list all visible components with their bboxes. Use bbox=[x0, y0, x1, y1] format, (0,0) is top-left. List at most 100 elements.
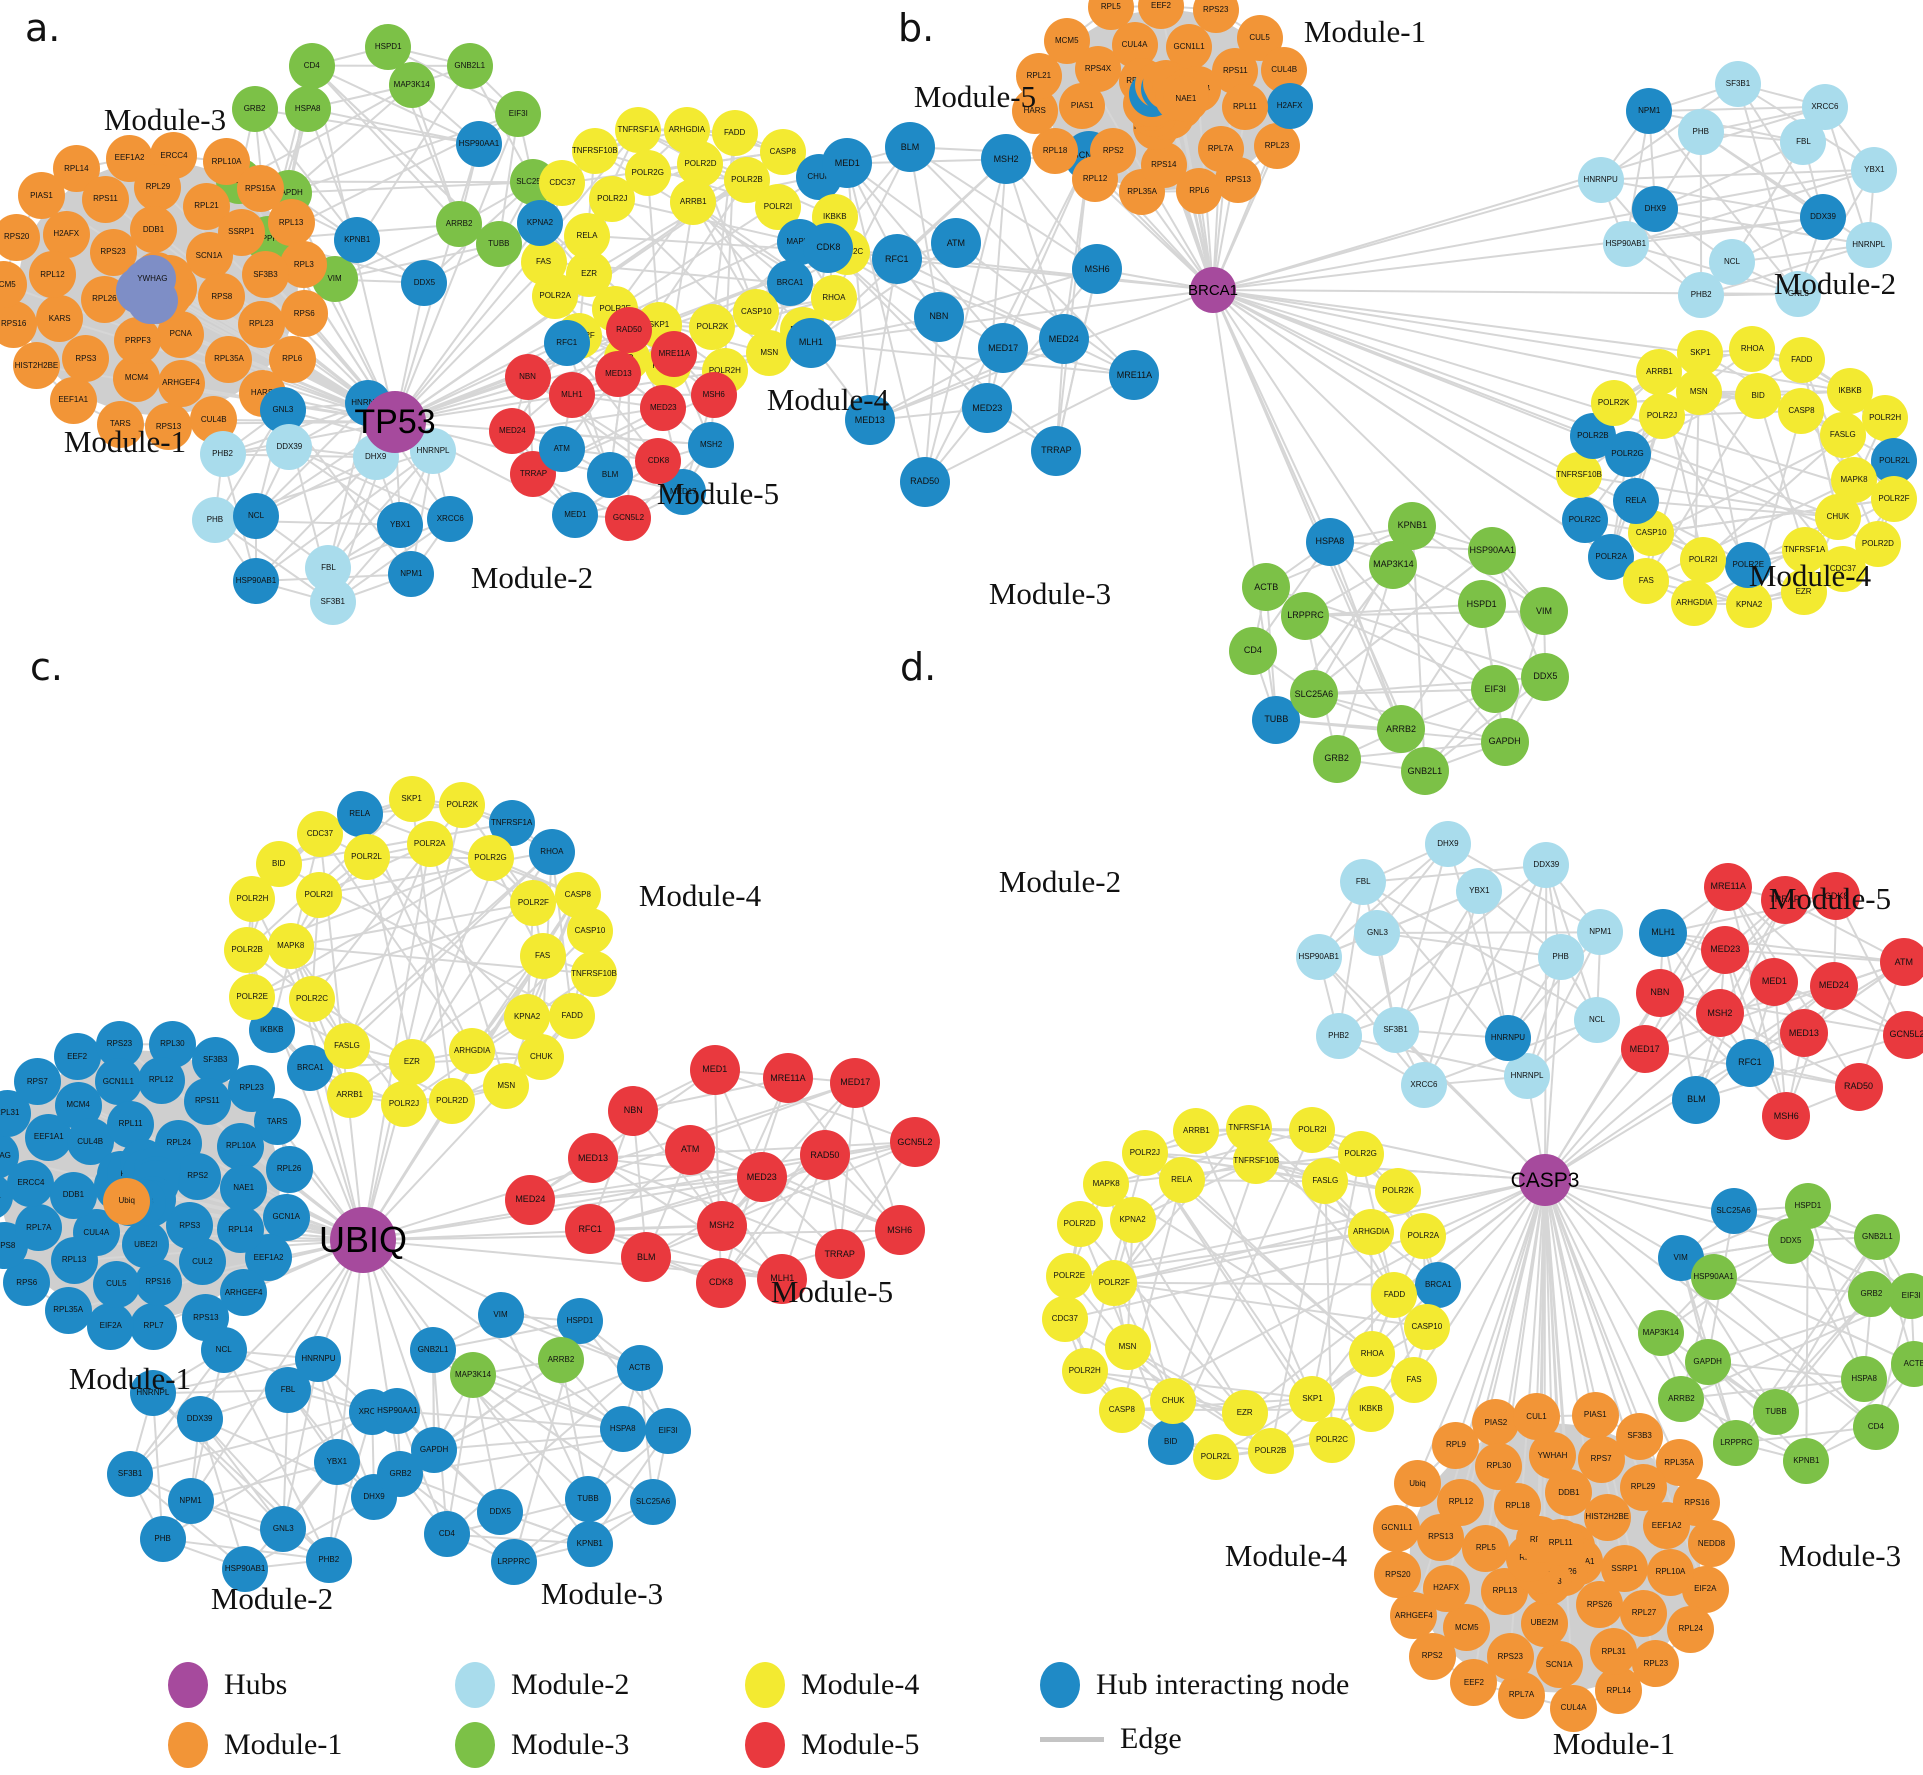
node-LRPPRC: LRPPRC bbox=[1281, 591, 1330, 640]
node-CUL1: CUL1 bbox=[1513, 1393, 1561, 1441]
edge bbox=[1600, 168, 1875, 181]
edge bbox=[255, 450, 434, 582]
node-CHUK: CHUK bbox=[518, 1033, 565, 1080]
node-MSH2: MSH2 bbox=[1695, 989, 1744, 1038]
node-ARRB2: ARRB2 bbox=[1658, 1375, 1705, 1422]
node-NBN: NBN bbox=[608, 1085, 659, 1136]
module-label-d-module-3: Module-3 bbox=[1778, 1538, 1902, 1573]
edge bbox=[589, 1228, 783, 1280]
node-ACTB: ACTB bbox=[1891, 1340, 1923, 1387]
node-Ubiq: Ubiq bbox=[103, 1177, 151, 1225]
node-BLM: BLM bbox=[587, 451, 634, 498]
edge bbox=[868, 259, 898, 421]
node-EIF3I: EIF3I bbox=[1471, 665, 1520, 714]
edge bbox=[1359, 1153, 1416, 1381]
edge bbox=[278, 822, 512, 866]
node-POLR2C: POLR2C bbox=[289, 976, 335, 1023]
node-ARHGDIA: ARHGDIA bbox=[449, 1027, 496, 1074]
module-label-d-module-5: Module-5 bbox=[1768, 881, 1892, 916]
node-POLR2F: POLR2F bbox=[510, 879, 557, 926]
node-ATM: ATM bbox=[538, 425, 585, 472]
legend-label: Module-1 bbox=[224, 1728, 343, 1761]
edge bbox=[1736, 1425, 1877, 1444]
node-POLR2I: POLR2I bbox=[1680, 536, 1727, 583]
node-GCN5L2: GCN5L2 bbox=[1882, 1010, 1923, 1059]
module-label-c-module-4: Module-4 bbox=[638, 878, 762, 913]
node-MED24: MED24 bbox=[505, 1174, 556, 1225]
edge bbox=[190, 1461, 338, 1502]
module-5-swatch bbox=[745, 1722, 785, 1768]
edge bbox=[1757, 395, 1806, 551]
node-NPM1: NPM1 bbox=[388, 551, 435, 598]
panel-letter-a: a. bbox=[25, 6, 61, 50]
edge bbox=[529, 1068, 716, 1201]
node-MED1: MED1 bbox=[552, 491, 599, 538]
edge bbox=[720, 1077, 789, 1226]
node-VIM: VIM bbox=[1519, 587, 1568, 636]
node-MRE11A: MRE11A bbox=[651, 331, 698, 378]
node-NPM1: NPM1 bbox=[167, 1477, 214, 1524]
node-ARHGDIA: ARHGDIA bbox=[1348, 1209, 1395, 1256]
node-PHB2: PHB2 bbox=[1315, 1012, 1362, 1059]
edge bbox=[1544, 865, 1548, 1181]
node-FADD: FADD bbox=[711, 109, 758, 156]
node-GCN5L2: GCN5L2 bbox=[889, 1117, 940, 1168]
module-3-swatch bbox=[455, 1722, 495, 1768]
node-POLR2E: POLR2E bbox=[229, 974, 276, 1021]
node-RPS8: RPS8 bbox=[198, 273, 246, 321]
node-CD4: CD4 bbox=[423, 1511, 470, 1558]
edge bbox=[1005, 158, 1065, 340]
edge bbox=[1655, 208, 1869, 246]
node-ARHGEF4: ARHGEF4 bbox=[220, 1269, 268, 1317]
edge bbox=[1446, 843, 1509, 1039]
edge bbox=[1702, 434, 1844, 561]
node-POLR2G: POLR2G bbox=[1604, 430, 1651, 477]
node-FAS: FAS bbox=[520, 238, 567, 285]
edge-line-swatch bbox=[1040, 1736, 1104, 1742]
node-HNRNPU: HNRNPU bbox=[1484, 1015, 1531, 1062]
node-ARRB1: ARRB1 bbox=[1636, 349, 1683, 396]
edge bbox=[1055, 155, 1091, 452]
edge bbox=[1649, 105, 1825, 113]
node-RPL5: RPL5 bbox=[1462, 1524, 1510, 1572]
node-POLR2K: POLR2K bbox=[439, 781, 486, 828]
edge bbox=[846, 162, 1004, 349]
legend-item-module-2: Module-2 bbox=[455, 1662, 629, 1708]
edge bbox=[810, 341, 1135, 377]
node-GCN1L1: GCN1L1 bbox=[94, 1058, 142, 1106]
edge bbox=[311, 64, 460, 226]
node-GRB2: GRB2 bbox=[231, 85, 278, 132]
hub-BRCA1: BRCA1 bbox=[1188, 267, 1238, 313]
edge bbox=[1212, 216, 1824, 291]
edge bbox=[1655, 168, 1875, 211]
node-POLR2A: POLR2A bbox=[406, 821, 453, 868]
node-HSP90AB1: HSP90AB1 bbox=[232, 558, 279, 605]
node-LRPPRC: LRPPRC bbox=[490, 1538, 537, 1585]
module-label-b-module-4: Module-4 bbox=[1748, 558, 1872, 593]
node-EZR: EZR bbox=[388, 1038, 435, 1085]
node-TRRAP: TRRAP bbox=[1760, 875, 1809, 924]
node-MED23: MED23 bbox=[640, 384, 687, 431]
edge bbox=[720, 1229, 900, 1284]
node-RPL13: RPL13 bbox=[267, 199, 315, 247]
node-MAP3K14: MAP3K14 bbox=[1369, 540, 1418, 589]
node-RPS3: RPS3 bbox=[166, 1202, 214, 1250]
module-label-c-module-5: Module-5 bbox=[770, 1274, 894, 1309]
node-HSP90AA1: HSP90AA1 bbox=[374, 1388, 421, 1435]
node-POLR2H: POLR2H bbox=[1061, 1348, 1108, 1395]
edge bbox=[1313, 688, 1496, 696]
node-ARHGEF4: ARHGEF4 bbox=[157, 359, 205, 407]
edge bbox=[869, 338, 1065, 422]
edge bbox=[346, 843, 431, 1047]
node-RAD50: RAD50 bbox=[799, 1130, 850, 1181]
node-H2AFX: H2AFX bbox=[1266, 83, 1313, 130]
node-HSPD1: HSPD1 bbox=[365, 23, 412, 70]
edge bbox=[846, 163, 926, 482]
edge bbox=[1700, 243, 1870, 297]
node-HSPA8: HSPA8 bbox=[1841, 1356, 1888, 1403]
node-KPNA2: KPNA2 bbox=[1726, 581, 1773, 628]
node-NCL: NCL bbox=[233, 492, 280, 539]
node-GNB2L1: GNB2L1 bbox=[410, 1327, 457, 1374]
node-HIST2H2BE: HIST2H2BE bbox=[1583, 1493, 1631, 1541]
edge bbox=[1789, 1240, 1866, 1380]
